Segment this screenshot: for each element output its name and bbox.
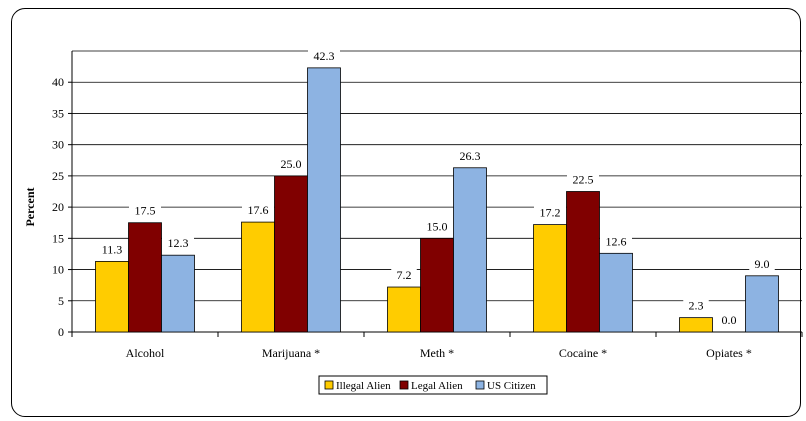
bar-2-1 (307, 67, 341, 333)
value-label-0-3: 17.2 (540, 206, 561, 220)
value-label-2-3: 12.6 (606, 234, 627, 248)
y-tick-label-8: 40 (52, 75, 64, 89)
value-label-0-1: 17.6 (248, 203, 269, 217)
value-label-bg-2-1 (308, 48, 340, 64)
value-label-2-4: 9.0 (755, 257, 770, 271)
legend-swatch-2 (475, 380, 485, 390)
y-tick-label-4: 20 (52, 200, 64, 214)
value-label-bg-1-2 (421, 219, 453, 235)
value-label-bg-0-0 (96, 242, 128, 258)
value-label-bg-0-2 (391, 268, 417, 284)
bar-2-0 (161, 254, 195, 333)
value-label-bg-1-1 (275, 156, 307, 172)
bar-1-2 (420, 237, 454, 333)
y-tick-label-6: 30 (52, 138, 64, 152)
legend-label-2: US Citizen (487, 380, 536, 392)
bar-1-1 (274, 175, 308, 333)
value-label-1-1: 25.0 (281, 157, 302, 171)
value-label-1-2: 15.0 (427, 219, 448, 233)
bar-1-0 (128, 222, 162, 333)
value-label-1-3: 22.5 (573, 173, 594, 187)
legend-label-1: Legal Alien (411, 380, 463, 392)
value-label-bg-2-2 (454, 148, 486, 164)
value-label-bg-0-4 (683, 298, 709, 314)
y-tick-label-1: 5 (58, 294, 64, 308)
legend-swatch-0 (324, 380, 334, 390)
category-label-2: Meth * (420, 346, 454, 360)
category-label-1: Marijuana * (262, 346, 320, 360)
bar-1-3 (566, 191, 600, 333)
value-label-bg-1-0 (129, 203, 161, 219)
y-tick-label-2: 10 (52, 263, 64, 277)
bar-2-4 (745, 275, 779, 333)
value-label-bg-1-4 (716, 313, 742, 328)
bar-2-3 (599, 252, 633, 333)
legend-box (318, 375, 548, 395)
bar-0-1 (241, 221, 275, 333)
value-label-bg-0-1 (242, 203, 274, 219)
value-label-1-0: 17.5 (135, 204, 156, 218)
value-label-bg-2-4 (749, 256, 775, 272)
value-label-1-4: 0.0 (722, 313, 737, 327)
bar-2-2 (453, 167, 487, 333)
bar-0-0 (95, 261, 129, 333)
y-tick-label-5: 25 (52, 169, 64, 183)
value-label-0-4: 2.3 (689, 299, 704, 313)
y-tick-label-3: 15 (52, 231, 64, 245)
value-label-bg-1-3 (567, 172, 599, 188)
y-tick-label-0: 0 (58, 325, 64, 339)
value-label-2-2: 26.3 (460, 149, 481, 163)
category-label-4: Opiates * (706, 346, 752, 360)
category-label-3: Cocaine * (559, 346, 607, 360)
bar-0-3 (533, 224, 567, 333)
y-axis-title: Percent (23, 187, 37, 226)
value-label-2-0: 12.3 (168, 236, 189, 250)
legend-swatch-1 (399, 380, 409, 390)
value-label-bg-2-0 (162, 236, 194, 252)
bar-0-2 (387, 286, 421, 333)
legend-label-0: Illegal Alien (336, 380, 391, 392)
value-label-bg-2-3 (600, 234, 632, 250)
value-label-bg-0-3 (534, 205, 566, 221)
value-label-0-0: 11.3 (102, 242, 123, 256)
y-tick-label-7: 35 (52, 106, 64, 120)
value-label-0-2: 7.2 (397, 268, 412, 282)
value-label-2-1: 42.3 (314, 49, 335, 63)
bar-0-4 (679, 317, 713, 333)
category-label-0: Alcohol (126, 346, 165, 360)
